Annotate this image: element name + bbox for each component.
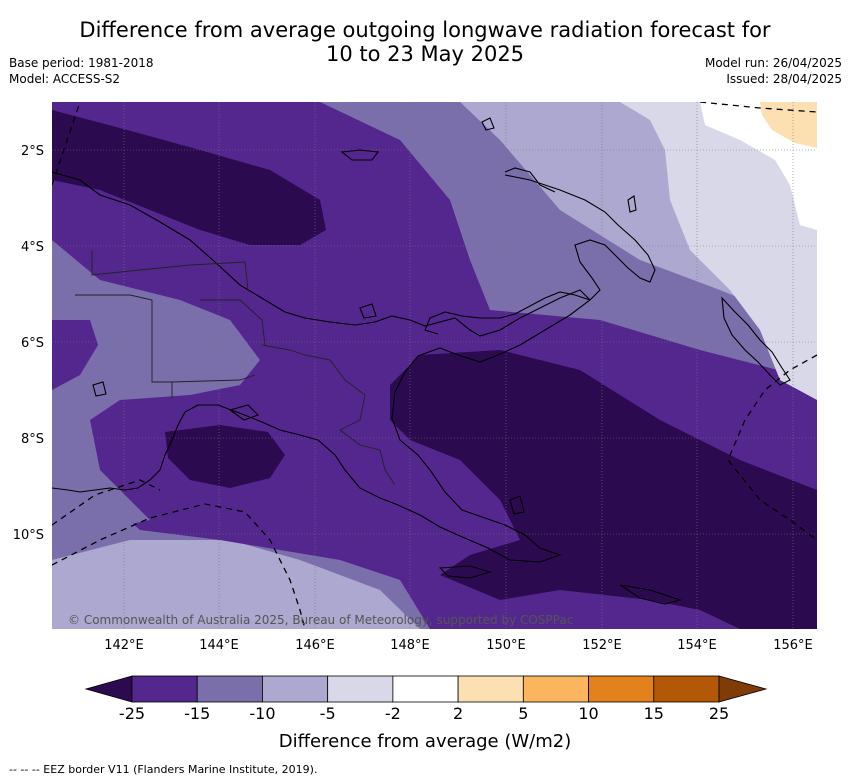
lon-label: 144°E bbox=[199, 638, 239, 653]
colorbar-segment bbox=[196, 675, 263, 703]
island-cluster-7 bbox=[228, 404, 260, 421]
zone-minus5-west bbox=[52, 540, 420, 629]
colorbar-segment bbox=[392, 675, 459, 703]
island-cluster-2 bbox=[627, 195, 637, 213]
title-line-1: Difference from average outgoing longwav… bbox=[79, 18, 771, 42]
lon-label: 156°E bbox=[773, 638, 813, 653]
island-cluster-4 bbox=[619, 584, 682, 605]
colorbar-tick-label: -5 bbox=[319, 704, 336, 723]
lon-label: 142°E bbox=[104, 638, 144, 653]
lon-label: 154°E bbox=[677, 638, 717, 653]
title-line-2: 10 to 23 May 2025 bbox=[325, 42, 525, 66]
colorbar-segment bbox=[131, 675, 198, 703]
lon-label: 150°E bbox=[486, 638, 526, 653]
colorbar-tick-label: -15 bbox=[184, 704, 211, 723]
new-ireland-coast bbox=[504, 167, 556, 193]
model-info: Base period: 1981-2018 Model: ACCESS-S2 bbox=[9, 55, 154, 87]
island-cluster-6 bbox=[92, 381, 107, 397]
island-cluster-1 bbox=[481, 117, 495, 131]
lat-label: 10°S bbox=[13, 528, 44, 543]
colorbar bbox=[84, 675, 768, 703]
zone-minus25-gulf bbox=[165, 425, 285, 488]
colorbar-max-extend bbox=[718, 675, 768, 703]
island-cluster-5 bbox=[438, 565, 492, 579]
bougainville-coast bbox=[721, 296, 791, 386]
colorbar-tick-label: -10 bbox=[249, 704, 276, 723]
zone-minus25-southeast bbox=[390, 350, 817, 629]
zone-minus25-north bbox=[52, 110, 326, 245]
new-guinea-coast bbox=[52, 171, 591, 563]
new-britain-coast bbox=[424, 174, 656, 335]
colorbar-tick-label: 10 bbox=[578, 704, 599, 723]
colorbar-tick-label: 25 bbox=[708, 704, 730, 723]
colorbar-segment bbox=[262, 675, 329, 703]
colorbar-segment bbox=[457, 675, 524, 703]
zone-plus2-northeast bbox=[760, 102, 817, 148]
colorbar-tick-label: -25 bbox=[118, 704, 146, 723]
provincial-borders bbox=[75, 250, 396, 486]
anomaly-field bbox=[52, 102, 817, 629]
colorbar-segment bbox=[522, 675, 589, 703]
colorbar-tick-label: 5 bbox=[518, 704, 529, 723]
lat-label: 4°S bbox=[21, 240, 44, 255]
lat-label: 6°S bbox=[21, 336, 44, 351]
eez-borders bbox=[52, 102, 817, 629]
lon-label: 146°E bbox=[295, 638, 335, 653]
colorbar-tick-label: 2 bbox=[453, 704, 464, 723]
model-name: Model: ACCESS-S2 bbox=[9, 72, 121, 86]
lat-label: 2°S bbox=[21, 144, 44, 159]
issued-date: Issued: 28/04/2025 bbox=[726, 72, 842, 86]
island-cluster-3 bbox=[509, 495, 525, 515]
zone-minus10-west bbox=[52, 240, 260, 540]
colorbar-min-extend bbox=[84, 675, 133, 703]
manus-island bbox=[340, 149, 380, 161]
colorbar-title: Difference from average (W/m2) bbox=[278, 731, 572, 752]
copyright-notice: © Commonwealth of Australia 2025, Bureau… bbox=[68, 613, 574, 627]
colorbar-tick-label: 15 bbox=[643, 704, 664, 723]
zone-minus15-westpatch bbox=[52, 320, 98, 390]
lat-label: 8°S bbox=[21, 432, 44, 447]
zone-minus5-northeast bbox=[620, 102, 817, 400]
chart-title: Difference from average outgoing longwav… bbox=[0, 18, 850, 66]
model-run-date: Model run: 26/04/2025 bbox=[704, 56, 842, 70]
lon-label: 148°E bbox=[390, 638, 430, 653]
island-cluster-8 bbox=[359, 303, 377, 319]
longitude-labels: 142°E 144°E 146°E 148°E 150°E 152°E 154°E 156°E bbox=[104, 638, 813, 653]
colorbar-segment bbox=[327, 675, 394, 703]
eez-legend-note: -- -- -- EEZ border V11 (Flanders Marine… bbox=[9, 763, 318, 776]
coastlines bbox=[52, 117, 791, 605]
run-info: Model run: 26/04/2025 Issued: 28/04/2025 bbox=[705, 55, 842, 87]
base-period: Base period: 1981-2018 bbox=[9, 56, 154, 70]
colorbar-tick-label: -2 bbox=[384, 704, 401, 723]
latitude-labels: 2°S 4°S 6°S 8°S 10°S bbox=[13, 144, 44, 543]
colorbar-segment bbox=[588, 675, 655, 703]
colorbar-segment bbox=[653, 675, 720, 703]
gridlines bbox=[52, 102, 817, 629]
lon-label: 152°E bbox=[582, 638, 622, 653]
